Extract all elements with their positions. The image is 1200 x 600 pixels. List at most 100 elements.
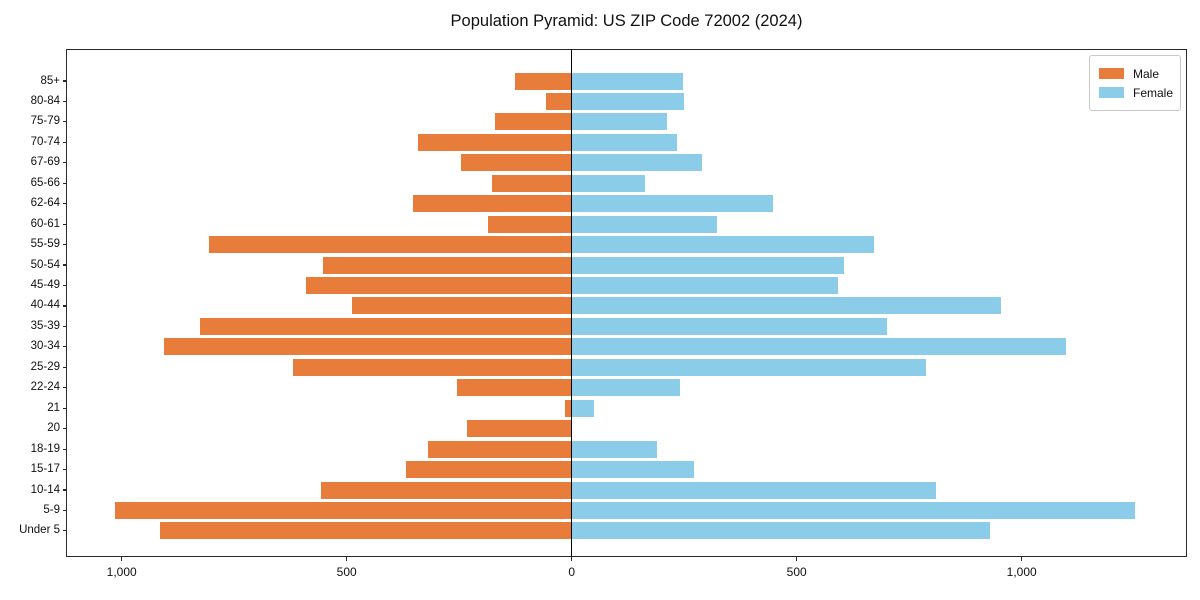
male-bar <box>352 297 572 315</box>
female-bar <box>571 72 683 90</box>
chart-title: Population Pyramid: US ZIP Code 72002 (2… <box>450 12 803 30</box>
zero-axis-line <box>570 49 573 557</box>
y-axis-tick-mark <box>62 100 66 103</box>
male-bar <box>115 501 572 519</box>
male-bar <box>159 522 572 540</box>
male-bar <box>322 256 572 274</box>
female-bar <box>571 297 1001 315</box>
y-axis-tick-mark <box>62 387 66 389</box>
male-bar <box>515 72 572 90</box>
y-axis-tick-mark <box>62 182 66 184</box>
y-axis-tick-mark <box>62 244 66 246</box>
male-bar <box>199 317 572 335</box>
x-axis-tick-label: 1,000 <box>1006 565 1037 579</box>
y-axis-tick-label: Under 5 <box>19 524 60 537</box>
female-bar <box>571 256 844 274</box>
female-bar <box>571 317 887 335</box>
female-bar <box>571 501 1136 519</box>
female-bar <box>571 113 667 131</box>
male-bar <box>321 481 572 499</box>
y-axis-tick-mark <box>62 407 66 409</box>
female-bar <box>571 379 680 397</box>
y-axis-tick-mark <box>62 264 66 266</box>
y-axis-tick-label: 45-49 <box>30 279 60 291</box>
y-axis-tick-label: 80-84 <box>30 94 60 107</box>
y-axis-tick-label: 35-39 <box>30 319 60 332</box>
y-axis-tick-label: 30-34 <box>30 340 60 353</box>
y-axis-tick-mark <box>62 448 66 450</box>
y-axis-tick-label: 67-69 <box>30 156 60 169</box>
male-bar <box>164 338 572 356</box>
y-axis-tick-mark <box>62 489 66 491</box>
x-axis-tick-label: 0 <box>568 565 576 579</box>
y-axis-tick-label: 62-64 <box>30 197 60 210</box>
male-bar <box>427 440 572 458</box>
female-bar <box>571 236 875 254</box>
y-axis-tick-mark <box>62 284 66 287</box>
male-color-swatch-icon <box>1099 68 1124 79</box>
y-axis-tick-label: 60-61 <box>30 217 60 230</box>
male-bar <box>564 399 572 417</box>
y-axis-tick-label: 75-79 <box>30 115 60 128</box>
y-axis-tick-label: 10-14 <box>30 483 60 496</box>
x-axis-tick-mark <box>346 557 348 561</box>
y-axis-tick-label: 85+ <box>40 74 60 87</box>
male-bar <box>456 379 572 397</box>
male-bar <box>413 195 572 213</box>
female-bar <box>571 522 991 540</box>
female-color-swatch-icon <box>1099 87 1124 98</box>
x-axis-tick-mark <box>1021 557 1023 561</box>
female-bar <box>571 154 702 172</box>
y-axis-tick-label: 50-54 <box>30 258 60 271</box>
y-axis-tick-mark <box>62 162 66 164</box>
legend: Male Female <box>1089 55 1181 111</box>
y-axis-tick-mark <box>62 80 66 82</box>
y-axis-tick-mark <box>62 305 66 307</box>
y-axis-tick-label: 40-44 <box>30 299 60 312</box>
x-axis-tick-mark <box>121 557 123 561</box>
female-bar <box>571 481 937 499</box>
male-bar <box>292 358 572 376</box>
female-bar <box>571 92 685 110</box>
y-axis-tick-label: 5-9 <box>43 503 60 516</box>
male-bar <box>417 133 572 151</box>
y-axis-tick-mark <box>62 509 66 512</box>
y-axis-tick-mark <box>62 141 66 143</box>
y-axis-tick-mark <box>62 428 66 430</box>
female-bar <box>571 461 695 479</box>
y-axis-tick-mark <box>62 346 66 348</box>
male-bar <box>545 92 572 110</box>
male-bar <box>492 174 572 192</box>
y-axis-tick-mark <box>62 530 66 532</box>
male-bar <box>495 113 572 131</box>
male-bar <box>406 461 572 479</box>
female-bar <box>571 277 839 294</box>
x-axis-tick-mark <box>571 557 573 561</box>
legend-male-label: Male <box>1133 66 1160 81</box>
female-bar <box>571 174 646 192</box>
x-axis-tick-label: 1,000 <box>106 565 137 579</box>
male-bar <box>461 154 572 172</box>
y-axis-tick-label: 25-29 <box>30 360 60 373</box>
male-bar <box>466 420 572 438</box>
y-axis-tick-mark <box>62 325 66 327</box>
legend-entry-male: Male <box>1099 65 1171 82</box>
female-bar <box>571 358 927 376</box>
y-axis-tick-mark <box>62 468 66 471</box>
legend-entry-female: Female <box>1099 84 1174 101</box>
y-axis-tick-label: 22-24 <box>30 381 60 394</box>
female-bar <box>571 338 1067 356</box>
legend-female-label: Female <box>1133 85 1174 100</box>
x-axis-tick-label: 500 <box>336 565 357 579</box>
y-axis-tick-label: 65-66 <box>30 176 60 189</box>
female-bar <box>571 195 774 213</box>
female-bar <box>571 399 595 417</box>
y-axis-tick-mark <box>62 121 66 123</box>
y-axis-tick-label: 18-19 <box>30 442 60 455</box>
x-axis-tick-mark <box>796 557 798 561</box>
male-bar <box>306 277 572 294</box>
y-axis-tick-label: 70-74 <box>30 135 60 148</box>
y-axis-tick-mark <box>62 223 66 225</box>
female-bar <box>571 440 658 458</box>
